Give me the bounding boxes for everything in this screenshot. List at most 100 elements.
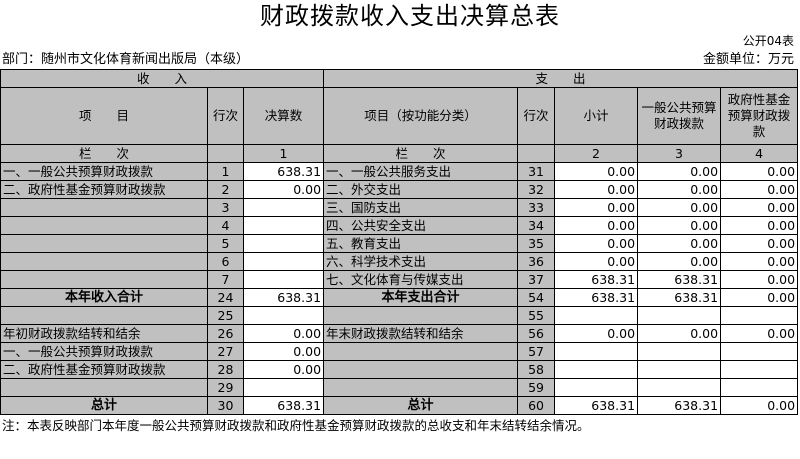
income-item[interactable] (0, 198, 208, 217)
expense-item[interactable]: 七、文化体育与传媒支出 (323, 270, 519, 289)
income-amount[interactable] (242, 306, 325, 325)
income-amount[interactable] (242, 216, 325, 235)
expense-gov-fund[interactable] (720, 306, 799, 325)
expense-row-no[interactable]: 58 (517, 360, 556, 379)
expense-item[interactable]: 三、国防支出 (323, 198, 519, 217)
expense-general-budget[interactable]: 0.00 (637, 180, 722, 199)
expense-subtotal[interactable] (554, 342, 639, 361)
expense-item[interactable] (323, 378, 519, 397)
expense-item[interactable]: 五、教育支出 (323, 234, 519, 253)
expense-item[interactable]: 二、外交支出 (323, 180, 519, 199)
expense-gov-fund[interactable]: 0.00 (720, 252, 799, 271)
income-item[interactable]: 总计 (0, 396, 208, 415)
expense-subtotal[interactable] (554, 306, 639, 325)
income-item[interactable]: 二、政府性基金预算财政拨款 (0, 180, 208, 199)
income-row-no[interactable]: 25 (207, 306, 244, 325)
expense-row-no[interactable]: 33 (517, 198, 556, 217)
income-item[interactable] (0, 306, 208, 325)
income-amount[interactable]: 0.00 (242, 180, 325, 199)
expense-row-no[interactable]: 56 (517, 324, 556, 343)
expense-subtotal[interactable]: 638.31 (554, 288, 639, 307)
income-amount[interactable]: 638.31 (242, 396, 325, 415)
expense-row-no[interactable]: 37 (517, 270, 556, 289)
expense-subtotal[interactable]: 0.00 (554, 252, 639, 271)
expense-row-no[interactable]: 32 (517, 180, 556, 199)
expense-item[interactable]: 六、科学技术支出 (323, 252, 519, 271)
expense-subtotal[interactable]: 0.00 (554, 180, 639, 199)
expense-general-budget[interactable]: 0.00 (637, 252, 722, 271)
expense-gov-fund[interactable] (720, 342, 799, 361)
expense-row-no[interactable]: 59 (517, 378, 556, 397)
expense-general-budget[interactable]: 0.00 (637, 198, 722, 217)
expense-general-budget[interactable]: 0.00 (637, 234, 722, 253)
income-item[interactable] (0, 216, 208, 235)
expense-subtotal[interactable]: 638.31 (554, 270, 639, 289)
expense-gov-fund[interactable] (720, 378, 799, 397)
income-item[interactable] (0, 378, 208, 397)
expense-general-budget[interactable] (637, 342, 722, 361)
income-item[interactable] (0, 252, 208, 271)
income-row-no[interactable]: 24 (207, 288, 244, 307)
expense-item[interactable]: 一、一般公共服务支出 (323, 162, 519, 181)
expense-row-no[interactable]: 31 (517, 162, 556, 181)
income-amount[interactable] (242, 252, 325, 271)
expense-gov-fund[interactable]: 0.00 (720, 180, 799, 199)
expense-item[interactable]: 本年支出合计 (323, 288, 519, 307)
income-amount[interactable]: 0.00 (242, 360, 325, 379)
expense-item[interactable] (323, 360, 519, 379)
expense-item[interactable] (323, 342, 519, 361)
expense-subtotal[interactable]: 0.00 (554, 234, 639, 253)
income-item[interactable]: 一、一般公共预算财政拨款 (0, 162, 208, 181)
expense-gov-fund[interactable]: 0.00 (720, 270, 799, 289)
income-row-no[interactable]: 26 (207, 324, 244, 343)
expense-row-no[interactable]: 54 (517, 288, 556, 307)
income-row-no[interactable]: 29 (207, 378, 244, 397)
expense-gov-fund[interactable]: 0.00 (720, 216, 799, 235)
expense-subtotal[interactable]: 0.00 (554, 324, 639, 343)
expense-item[interactable]: 年末财政拨款结转和结余 (323, 324, 519, 343)
income-amount[interactable] (242, 234, 325, 253)
income-item[interactable]: 本年收入合计 (0, 288, 208, 307)
income-row-no[interactable]: 3 (207, 198, 244, 217)
expense-subtotal[interactable] (554, 360, 639, 379)
expense-gov-fund[interactable]: 0.00 (720, 198, 799, 217)
expense-gov-fund[interactable]: 0.00 (720, 288, 799, 307)
expense-subtotal[interactable]: 0.00 (554, 162, 639, 181)
expense-gov-fund[interactable]: 0.00 (720, 324, 799, 343)
income-amount[interactable]: 638.31 (242, 288, 325, 307)
expense-general-budget[interactable]: 0.00 (637, 162, 722, 181)
expense-gov-fund[interactable]: 0.00 (720, 234, 799, 253)
income-row-no[interactable]: 30 (207, 396, 244, 415)
income-row-no[interactable]: 5 (207, 234, 244, 253)
income-amount[interactable] (242, 198, 325, 217)
expense-subtotal[interactable] (554, 378, 639, 397)
expense-general-budget[interactable]: 638.31 (637, 396, 722, 415)
income-amount[interactable] (242, 270, 325, 289)
expense-row-no[interactable]: 34 (517, 216, 556, 235)
expense-row-no[interactable]: 36 (517, 252, 556, 271)
expense-general-budget[interactable]: 0.00 (637, 216, 722, 235)
income-row-no[interactable]: 6 (207, 252, 244, 271)
income-row-no[interactable]: 28 (207, 360, 244, 379)
expense-general-budget[interactable]: 0.00 (637, 324, 722, 343)
expense-item[interactable] (323, 306, 519, 325)
expense-gov-fund[interactable]: 0.00 (720, 162, 799, 181)
income-item[interactable] (0, 270, 208, 289)
income-amount[interactable]: 0.00 (242, 324, 325, 343)
expense-subtotal[interactable]: 638.31 (554, 396, 639, 415)
income-row-no[interactable]: 27 (207, 342, 244, 361)
expense-general-budget[interactable]: 638.31 (637, 270, 722, 289)
expense-item[interactable]: 总计 (323, 396, 519, 415)
income-amount[interactable] (242, 378, 325, 397)
expense-general-budget[interactable] (637, 360, 722, 379)
expense-row-no[interactable]: 57 (517, 342, 556, 361)
income-item[interactable]: 一、一般公共预算财政拨款 (0, 342, 208, 361)
expense-gov-fund[interactable] (720, 360, 799, 379)
expense-gov-fund[interactable]: 0.00 (720, 396, 799, 415)
income-row-no[interactable]: 4 (207, 216, 244, 235)
expense-general-budget[interactable] (637, 306, 722, 325)
expense-subtotal[interactable]: 0.00 (554, 216, 639, 235)
income-amount[interactable]: 0.00 (242, 342, 325, 361)
expense-general-budget[interactable] (637, 378, 722, 397)
expense-row-no[interactable]: 60 (517, 396, 556, 415)
